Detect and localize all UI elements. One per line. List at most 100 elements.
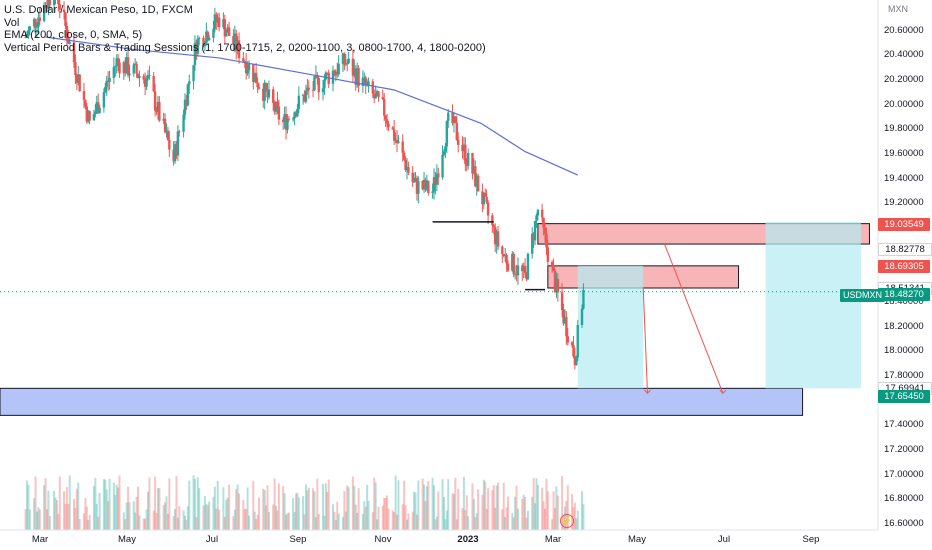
volume-bar: [425, 486, 428, 530]
volume-bar: [357, 488, 360, 530]
volume-indicator-label[interactable]: Vol: [4, 16, 20, 29]
volume-bar: [296, 492, 299, 530]
price-tag: 18.69305: [878, 259, 930, 273]
candle-body: [397, 141, 400, 144]
candle-body: [377, 91, 380, 98]
volume-bar: [472, 499, 475, 530]
candle-body: [57, 0, 60, 5]
candle-body: [445, 120, 449, 147]
volume-bar: [495, 485, 498, 530]
candle-body: [383, 99, 386, 116]
candle-body: [540, 209, 544, 218]
volume-bar: [396, 514, 399, 530]
volume-bar: [74, 508, 77, 530]
candle-body: [68, 42, 71, 44]
candle-body: [545, 233, 548, 248]
candle-body: [277, 106, 281, 120]
time-tick-label: Nov: [374, 534, 392, 545]
symbol-title[interactable]: U.S. Dollar / Mexican Peso, 1D, FXCM: [4, 4, 193, 16]
volume-bar: [223, 516, 226, 530]
volume-bar: [132, 501, 135, 530]
price-axis[interactable]: 20.60000 20.40000 20.20000 20.00000 19.80000…: [878, 0, 932, 530]
candle-body: [75, 75, 79, 83]
volume-bar: [487, 487, 490, 530]
candle-body: [455, 123, 458, 140]
candle-body: [72, 42, 76, 63]
candle-body: [98, 107, 101, 114]
candle-body: [114, 66, 117, 68]
price-tick-label: 17.80000: [884, 369, 924, 381]
candle-body: [511, 253, 514, 271]
candle-body: [202, 37, 205, 47]
candle-body: [152, 75, 155, 92]
candle-body: [466, 152, 470, 167]
lightning-icon[interactable]: ⚡: [560, 514, 574, 528]
candle-body: [361, 77, 365, 87]
volume-bar: [125, 502, 128, 530]
volume-bar: [353, 486, 356, 530]
volume-bar: [162, 504, 165, 530]
volume-bar: [35, 511, 38, 530]
candle-body: [266, 90, 269, 98]
candle-body: [276, 101, 279, 107]
candle-body: [572, 345, 575, 357]
candle-body: [317, 78, 320, 93]
volume-bar: [457, 488, 460, 530]
volume-bar: [124, 519, 127, 530]
candle-body: [142, 76, 145, 80]
volume-bar: [384, 497, 387, 530]
candle-body: [85, 106, 89, 122]
volume-bar: [331, 504, 334, 530]
ema-indicator-label[interactable]: EMA (200, close, 0, SMA, 5): [4, 29, 143, 41]
volume-bar: [485, 509, 488, 530]
candle-body: [108, 77, 111, 83]
price-tick-label: 17.40000: [884, 419, 924, 431]
candle-body: [432, 177, 436, 192]
volume-bar: [421, 478, 424, 530]
volume-bar: [444, 519, 447, 530]
volume-bar: [232, 516, 235, 530]
time-axis[interactable]: Mar May Jul Sep Nov 2023 Mar May Jul Sep: [0, 530, 878, 550]
candle-body: [447, 112, 450, 121]
candle-body: [233, 33, 236, 44]
volume-bar: [192, 475, 195, 530]
candle-body: [128, 73, 131, 76]
volume-bar: [363, 501, 366, 530]
volume-bar: [92, 485, 95, 530]
sessions-indicator-label[interactable]: Vertical Period Bars & Trading Sessions …: [4, 41, 486, 54]
volume-bar: [294, 493, 297, 530]
candle-body: [252, 64, 255, 83]
volume-bar: [206, 505, 209, 530]
candle-body: [253, 72, 256, 83]
volume-bar: [411, 511, 414, 530]
volume-bar: [524, 496, 527, 530]
volume-bar: [297, 497, 300, 530]
volume-bar: [174, 509, 177, 530]
volume-bar: [512, 517, 515, 530]
candle-body: [281, 119, 285, 122]
volume-bar: [95, 503, 98, 530]
volume-bar: [282, 486, 285, 530]
volume-bar: [452, 493, 455, 530]
candle-body: [178, 131, 181, 133]
candle-body: [267, 89, 271, 98]
candle-body: [505, 254, 508, 264]
candle-body: [38, 17, 42, 21]
volume-bar: [461, 508, 464, 530]
candle-body: [262, 88, 265, 101]
volume-bar: [168, 478, 171, 530]
volume-bar: [104, 479, 107, 530]
candle-body: [476, 175, 480, 192]
candle-body: [47, 0, 50, 8]
candle-body: [575, 357, 578, 366]
candle-body: [293, 112, 296, 119]
volume-bar: [117, 487, 120, 530]
candle-body: [48, 0, 52, 6]
volume-bar: [464, 510, 467, 530]
volume-bar: [374, 482, 377, 530]
volume-bar: [481, 494, 484, 530]
candle-body: [227, 27, 231, 36]
volume-bar: [154, 476, 157, 530]
volume-bar: [346, 485, 349, 530]
